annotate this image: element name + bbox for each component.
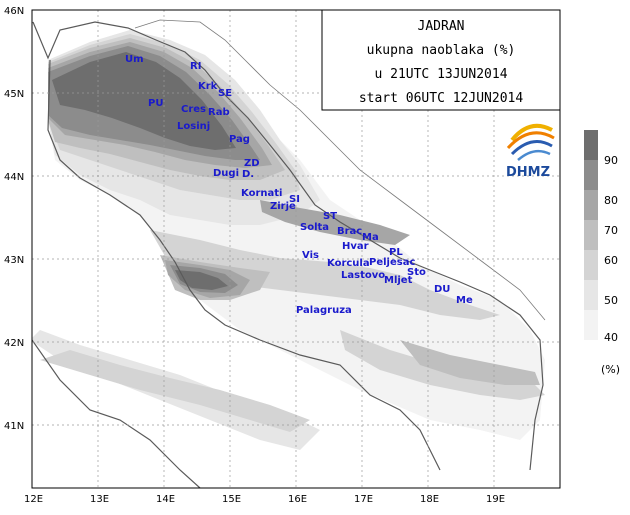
lon-tick-label: 16E — [288, 494, 307, 505]
logo-text: DHMZ — [506, 165, 550, 180]
place-label: Brac — [337, 226, 362, 237]
legend-tick-label: 80 — [604, 194, 618, 207]
title-box: JADRAN ukupna naoblaka (%) u 21UTC 13JUN… — [321, 9, 561, 111]
place-label: Me — [456, 295, 473, 306]
coastline-east — [47, 59, 441, 471]
plot-frame — [31, 9, 561, 489]
border-line — [134, 19, 546, 321]
legend-swatch — [584, 190, 598, 220]
lat-tick-label: 41N — [4, 421, 24, 432]
lon-tick-label: 13E — [90, 494, 109, 505]
legend-swatch — [584, 310, 598, 340]
place-label: Lastovo — [341, 270, 385, 281]
title-valid-time: u 21UTC 13JUN2014 — [374, 67, 507, 82]
lon-tick-label: 14E — [156, 494, 175, 505]
place-label: PU — [148, 98, 163, 109]
place-label: PL — [389, 247, 403, 258]
place-label: Zirje — [270, 201, 296, 212]
place-label: Um — [125, 54, 144, 65]
place-label: Rab — [208, 107, 230, 118]
title-region: JADRAN — [418, 19, 465, 34]
lat-tick-label: 46N — [4, 6, 24, 17]
colorbar-legend: 90 80 70 60 50 40 (%) — [584, 130, 620, 376]
place-label: Cres — [181, 104, 206, 115]
place-label: Mljet — [384, 275, 413, 286]
lon-tick-label: 18E — [420, 494, 439, 505]
legend-tick-label: 90 — [604, 154, 618, 167]
coastline-west — [32, 21, 544, 471]
lon-tick-label: 17E — [354, 494, 373, 505]
cloud-band-70c — [400, 340, 540, 385]
place-label: D. — [242, 169, 254, 180]
place-label: Korcula — [327, 258, 370, 269]
place-label: Peljesac — [369, 257, 415, 268]
place-label: Ma — [362, 232, 379, 243]
dhmz-logo: DHMZ — [506, 123, 555, 180]
place-label: Krk — [198, 81, 218, 92]
place-labels: Um RI Krk SE PU Cres Rab Losinj Pag ZD D… — [125, 54, 473, 316]
title-variable: ukupna naoblaka (%) — [367, 43, 516, 58]
place-label: ZD — [244, 158, 260, 169]
legend-tick-label: 70 — [604, 224, 618, 237]
coastline-south — [32, 339, 201, 488]
legend-swatch — [584, 130, 598, 160]
lat-tick-label: 42N — [4, 338, 24, 349]
place-label: Dugi — [213, 168, 239, 179]
place-label: ST — [323, 211, 337, 222]
lon-tick-label: 15E — [222, 494, 241, 505]
legend-tick-label: 40 — [604, 331, 618, 344]
place-label: RI — [190, 61, 201, 72]
legend-swatch — [584, 220, 598, 250]
legend-swatch — [584, 250, 598, 280]
lat-tick-label: 43N — [4, 255, 24, 266]
legend-swatch — [584, 160, 598, 190]
cloud-band-60b — [150, 230, 500, 320]
lon-tick-label: 12E — [24, 494, 43, 505]
place-label: SI — [289, 194, 300, 205]
cloud-band-80c — [260, 200, 410, 245]
title-start-time: start 06UTC 12JUN2014 — [359, 91, 524, 106]
legend-swatch — [584, 280, 598, 310]
legend-unit: (%) — [601, 363, 620, 376]
place-label: Pag — [229, 134, 250, 145]
lat-tick-label: 44N — [4, 172, 24, 183]
cloud-band-100b — [175, 270, 228, 290]
dhmz-swirl-icon — [506, 123, 555, 161]
place-label: SE — [218, 88, 232, 99]
place-label: Losinj — [177, 121, 210, 132]
lon-tick-label: 19E — [486, 494, 505, 505]
cloud-band-60c — [40, 350, 310, 432]
legend-tick-label: 60 — [604, 254, 618, 267]
place-label: Hvar — [342, 241, 369, 252]
place-label: Kornati — [241, 188, 282, 199]
place-label: Palagruza — [296, 305, 352, 316]
lat-tick-label: 45N — [4, 89, 24, 100]
place-label: Vis — [302, 250, 319, 261]
place-label: Solta — [300, 222, 329, 233]
lon-axis: 12E 13E 14E 15E 16E 17E 18E 19E — [24, 494, 505, 505]
legend-tick-label: 50 — [604, 294, 618, 307]
place-label: Sto — [407, 267, 426, 278]
lat-axis: 46N 45N 44N 43N 42N 41N — [4, 6, 24, 432]
place-label: DU — [434, 284, 450, 295]
